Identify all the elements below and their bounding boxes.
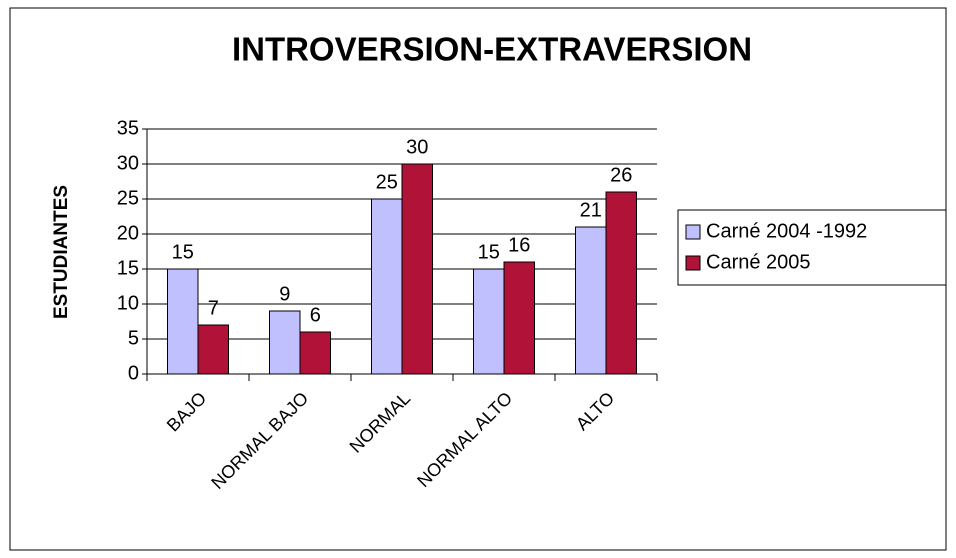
bar xyxy=(371,198,403,375)
y-tick-label: 15 xyxy=(117,257,139,279)
bar xyxy=(401,163,433,375)
y-tick-label: 10 xyxy=(117,292,139,314)
bar xyxy=(575,226,607,375)
y-tick-label: 30 xyxy=(117,152,139,174)
legend-label: Carné 2004 -1992 xyxy=(706,220,867,242)
data-label: 15 xyxy=(478,241,500,263)
y-tick-label: 5 xyxy=(128,327,139,349)
y-tick-label: 20 xyxy=(117,222,139,244)
chart-title: INTROVERSION-EXTRAVERSION xyxy=(232,31,752,68)
bar xyxy=(503,261,535,375)
legend-label: Carné 2005 xyxy=(706,251,811,273)
data-label: 30 xyxy=(406,136,428,158)
bar xyxy=(473,268,505,375)
data-label: 16 xyxy=(508,234,530,256)
data-label: 25 xyxy=(376,171,398,193)
bar xyxy=(167,268,199,375)
y-tick-label: 35 xyxy=(117,117,139,139)
data-label: 6 xyxy=(310,304,321,326)
data-label: 21 xyxy=(580,199,602,221)
y-axis-label: ESTUDIANTES xyxy=(51,185,72,319)
data-label: 7 xyxy=(208,297,219,319)
data-label: 26 xyxy=(610,164,632,186)
data-label: 9 xyxy=(279,283,290,305)
legend-box xyxy=(677,209,947,286)
y-tick-label: 0 xyxy=(128,362,139,384)
bar xyxy=(197,324,229,375)
bar xyxy=(269,310,301,375)
bar xyxy=(299,331,331,375)
bar xyxy=(605,191,637,375)
data-label: 15 xyxy=(172,241,194,263)
y-tick-label: 25 xyxy=(117,187,139,209)
legend-swatch xyxy=(685,255,701,271)
legend-swatch xyxy=(685,224,701,240)
